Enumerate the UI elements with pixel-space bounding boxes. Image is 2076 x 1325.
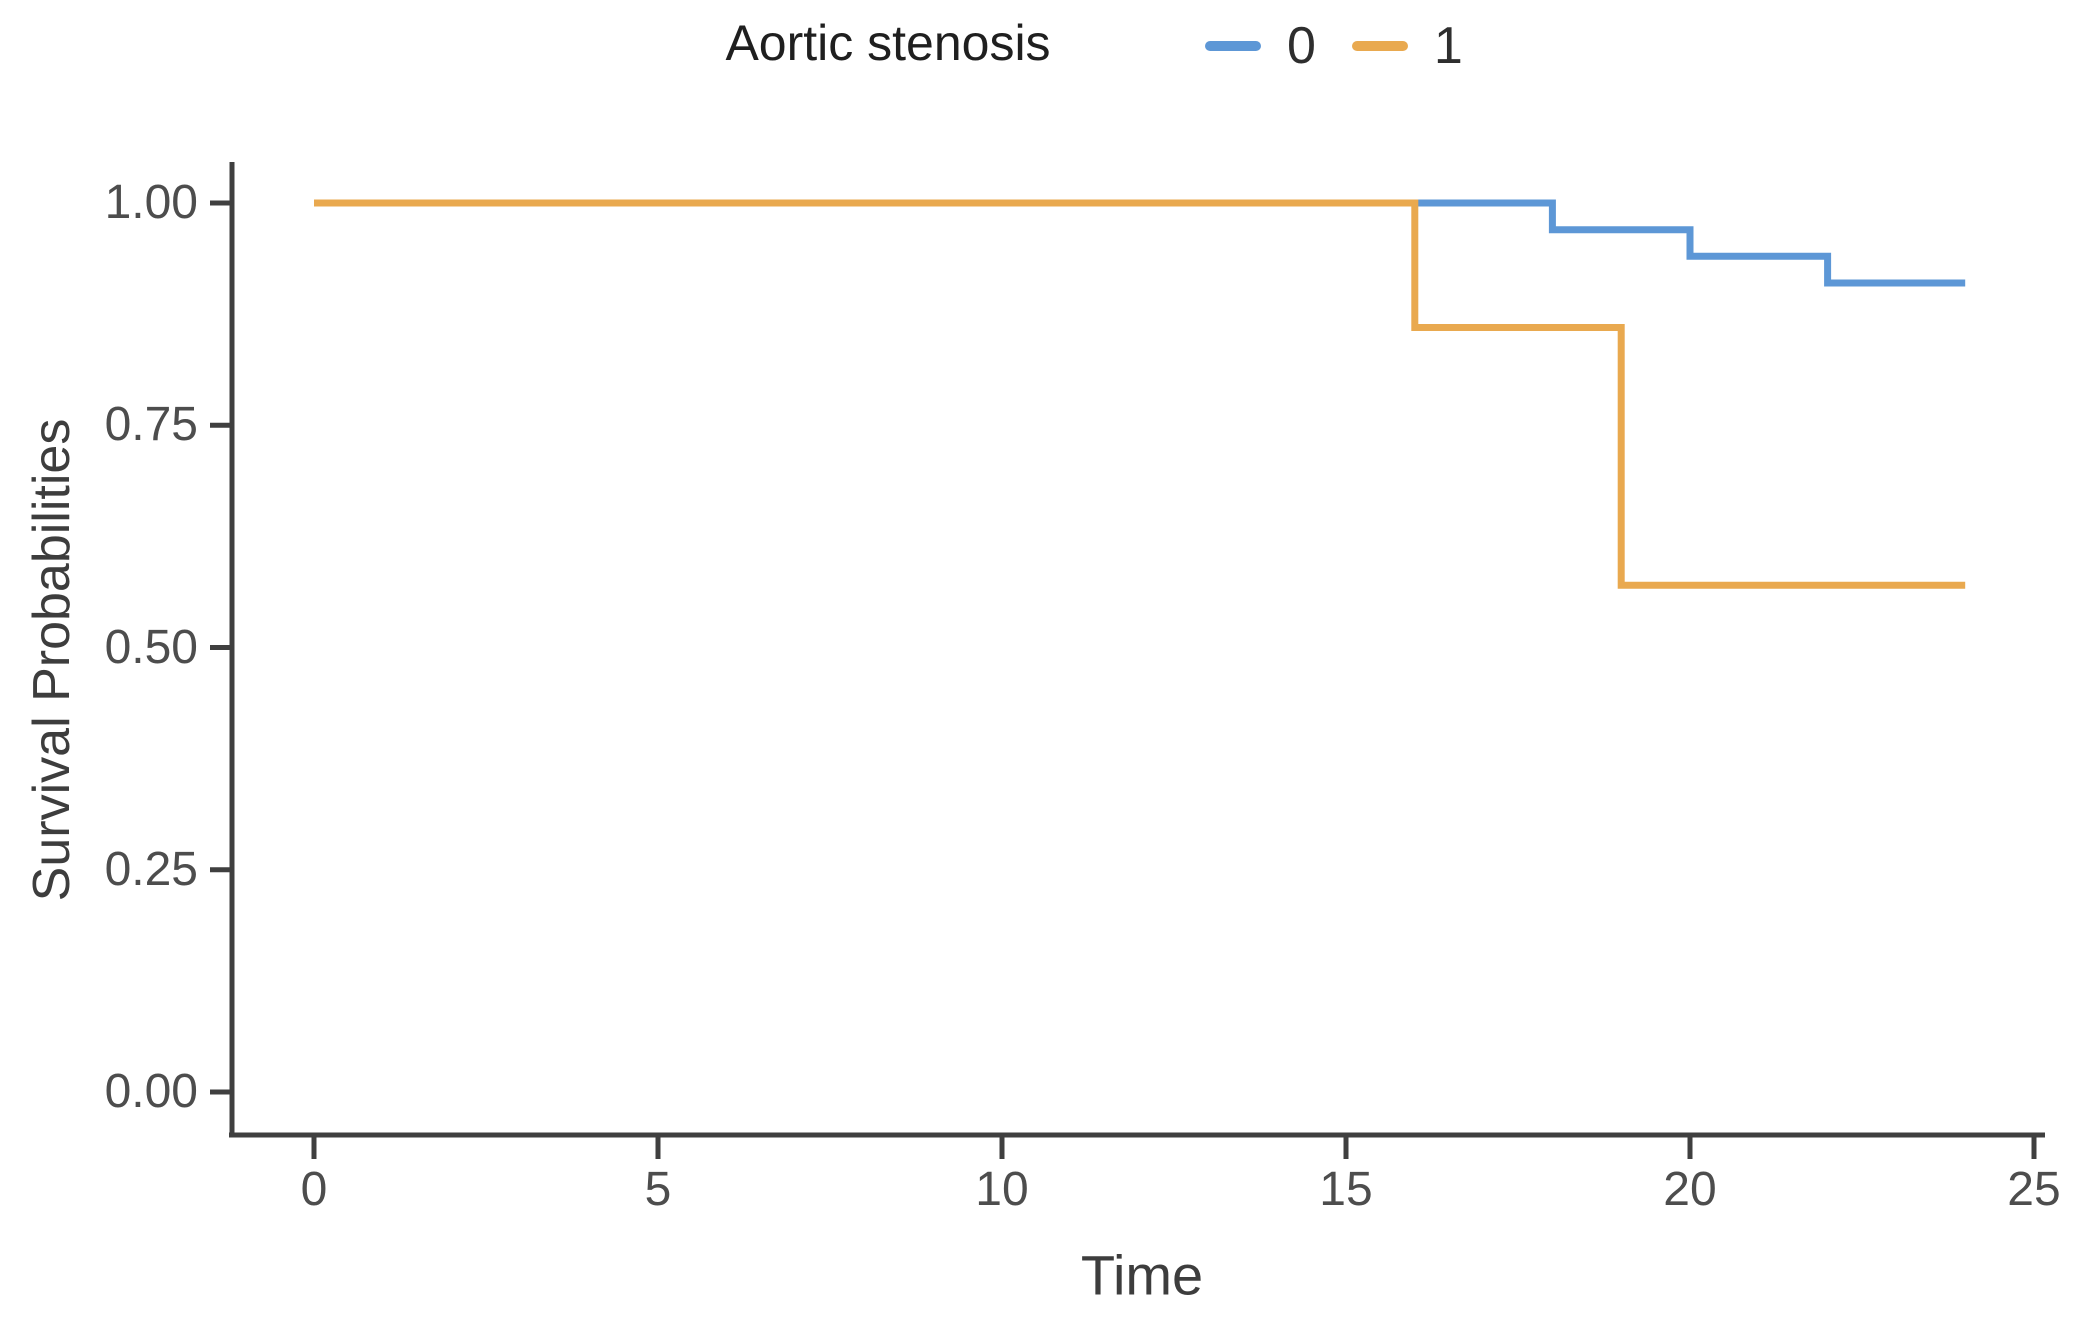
legend-item-1: 1 <box>1351 17 1463 75</box>
x-tick-label-0: 0 <box>300 1163 328 1216</box>
x-tick-label-5: 5 <box>644 1163 672 1216</box>
y-tick-label-0.50: 0.50 <box>104 620 198 674</box>
km-curve-group-0 <box>314 199 1966 287</box>
legend-dash-icon <box>1205 41 1261 51</box>
legend-dash-icon <box>1351 41 1408 51</box>
x-tick-label-10: 10 <box>975 1163 1029 1216</box>
legend-item-0: 0 <box>1205 20 1316 72</box>
y-tick-label-1.00: 1.00 <box>104 176 198 229</box>
y-axis-title: Survival Probabilities <box>23 418 81 902</box>
km-curve-group-1 <box>314 199 1966 589</box>
y-tick-label-0.75: 0.75 <box>104 398 198 452</box>
x-tick-label-25: 25 <box>2007 1163 2061 1216</box>
x-axis-title: Time <box>1080 1243 1204 1307</box>
y-tick-label-0.25: 0.25 <box>104 842 198 896</box>
x-tick-label-20: 20 <box>1663 1163 1717 1216</box>
legend-item-label: 1 <box>1433 17 1463 75</box>
y-tick-label-0.00: 0.00 <box>104 1065 198 1118</box>
legend-title: Aortic stenosis <box>725 15 1051 71</box>
x-tick-label-15: 15 <box>1319 1163 1373 1216</box>
legend-item-label: 0 <box>1287 17 1316 75</box>
